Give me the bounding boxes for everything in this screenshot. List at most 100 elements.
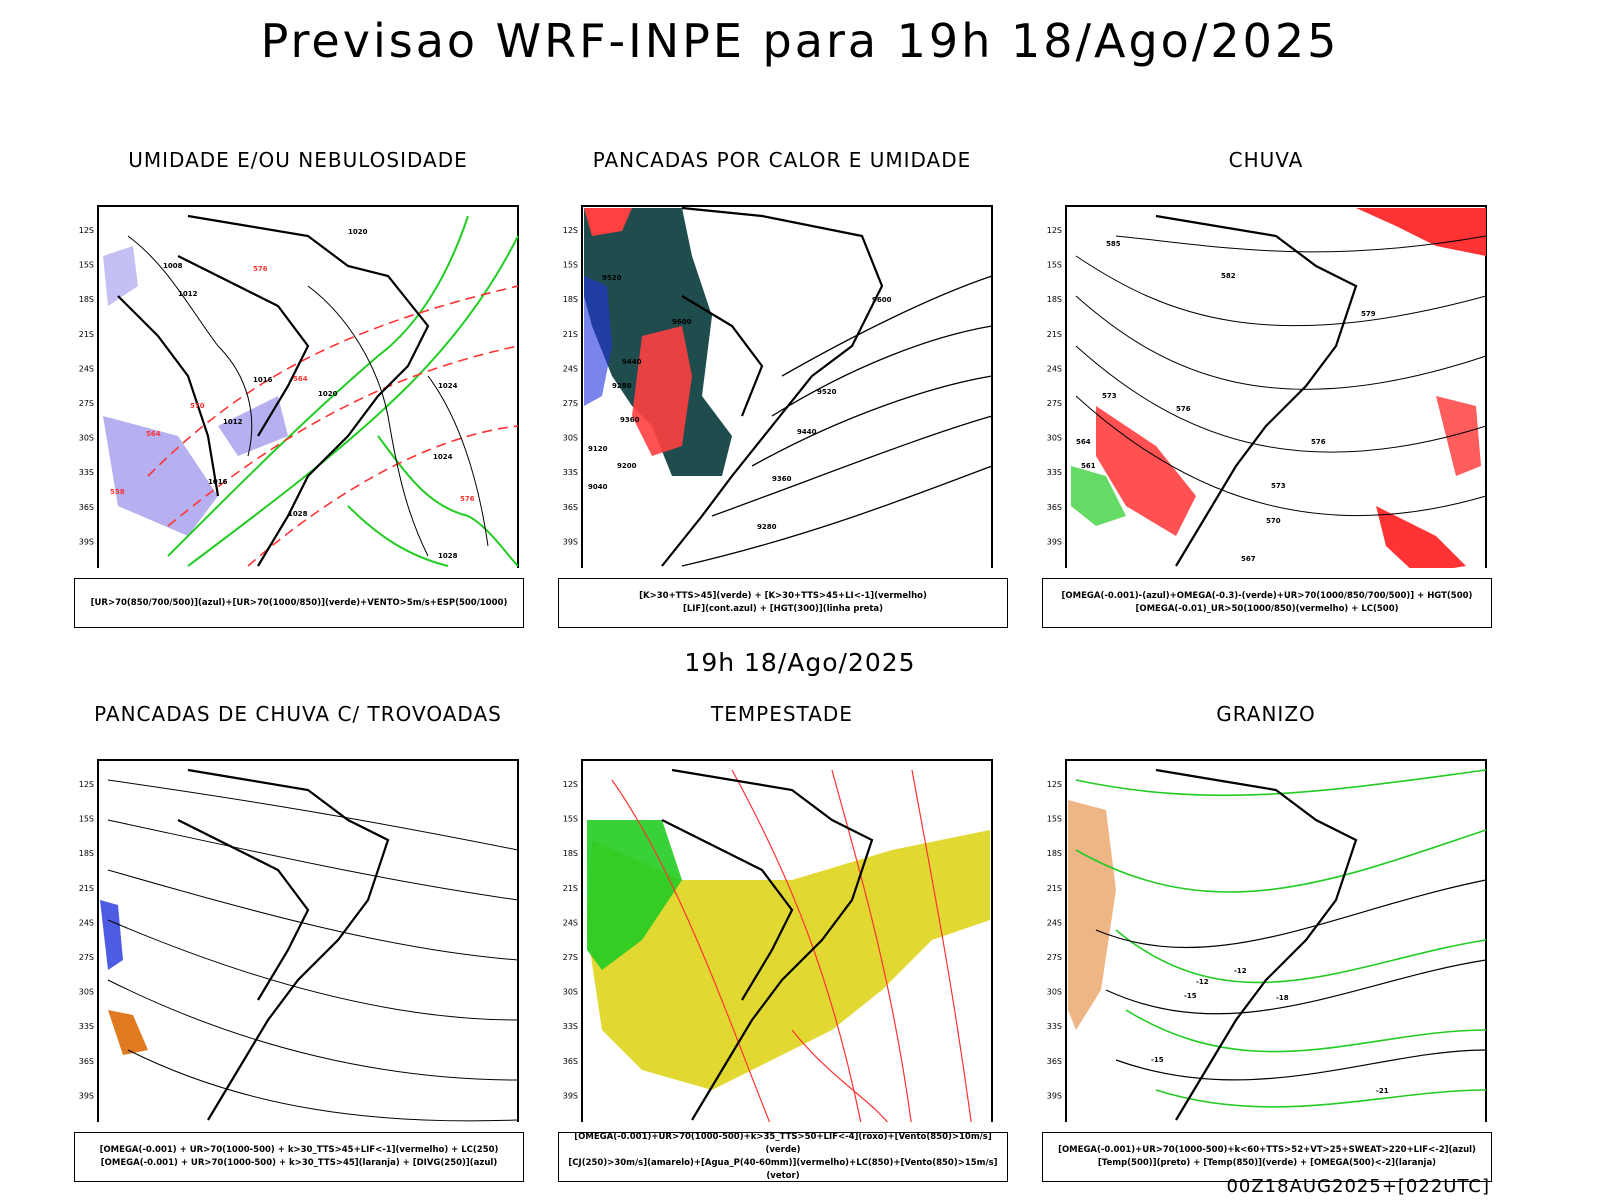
lat-tick-label: 39S — [79, 537, 94, 546]
height-contour — [771, 325, 993, 417]
lat-tick-label: 24S — [1047, 364, 1062, 373]
contour-label: 564 — [1076, 438, 1091, 446]
height-contour — [711, 415, 993, 517]
contour-label: 1028 — [288, 510, 308, 518]
legend-line: [LIF](cont.azul) + [HGT(300)](linha pret… — [682, 604, 884, 614]
omega-orange-area — [1068, 800, 1116, 1030]
red-dashed-contour — [247, 425, 519, 567]
orange-area — [108, 1010, 148, 1055]
contour-label: 570 — [1266, 517, 1281, 525]
streamline — [107, 979, 519, 1081]
lat-tick-label: 30S — [79, 434, 94, 443]
border-line — [661, 819, 794, 1001]
humid-blue-area — [218, 396, 288, 456]
lat-tick-label: 36S — [1047, 1057, 1062, 1066]
streamline — [107, 779, 519, 851]
panel-granizo: GRANIZO -12 -15 -18 -21 -12 -15 12S 15S 18… — [1016, 702, 1516, 1182]
lat-tick-label: 30S — [563, 988, 578, 997]
contour-label: 567 — [1241, 555, 1256, 563]
panel-umidade: UMIDADE E/OU NEBULOSIDADE 1008 — [48, 148, 548, 628]
lat-tick-label: 30S — [1047, 434, 1062, 443]
lat-tick-label: 18S — [79, 849, 94, 858]
panel-trovoadas: PANCADAS DE CHUVA C/ TROVOADAS 12S 15S 18S… — [48, 702, 548, 1182]
red-contour-label: 570 — [190, 402, 205, 410]
contour-label: 585 — [1106, 240, 1121, 248]
lat-tick-label: 18S — [563, 295, 578, 304]
lat-tick-label: 15S — [1047, 261, 1062, 270]
red-streamline — [611, 779, 771, 1122]
lat-tick-label: 33S — [1047, 468, 1062, 477]
panel-title: PANCADAS POR CALOR E UMIDADE — [592, 148, 972, 172]
lat-tick-label: 15S — [563, 815, 578, 824]
contour-label: 9040 — [588, 483, 608, 491]
latitude-axis: 12S15S18S21S24S27S30S33S36S39S42S — [563, 780, 578, 1100]
contour-label: 576 — [1176, 405, 1191, 413]
lat-tick-label: 21S — [79, 884, 94, 893]
legend-box: [UR>70(850/700/500)](azul)+[UR>70(1000/8… — [74, 578, 524, 628]
lat-tick-label: 33S — [1047, 1022, 1062, 1031]
contour-label: 9440 — [797, 428, 817, 436]
border-line — [681, 295, 764, 417]
contour-label: 1020 — [318, 390, 338, 398]
pressure-contour — [127, 235, 253, 457]
lat-tick-label: 12S — [79, 226, 94, 235]
lat-tick-label: 27S — [563, 399, 578, 408]
contour-label: 1016 — [208, 478, 228, 486]
lat-tick-label: 24S — [1047, 918, 1062, 927]
streamline — [1075, 295, 1487, 390]
lat-tick-label: 12S — [79, 780, 94, 789]
temp500-contour — [1105, 959, 1487, 1015]
map-trovoadas: 12S15S18S21S24S27S30S33S36S39S42S 70W65W… — [79, 759, 519, 1122]
contour-label: -12 — [1234, 967, 1247, 975]
lat-tick-label: 24S — [79, 364, 94, 373]
legend-line: [OMEGA(-0.001) + UR>70(1000-500) + k>30_… — [99, 1145, 499, 1155]
temp850-contour — [1115, 929, 1487, 984]
lat-tick-label: 15S — [79, 261, 94, 270]
lat-tick-label: 39S — [1047, 537, 1062, 546]
map-chuva: 585 582 579 576 573 570 567 564 561 576 … — [1047, 205, 1487, 568]
rain-area — [1436, 396, 1481, 476]
rain-area — [1376, 506, 1466, 568]
lat-tick-label: 21S — [563, 884, 578, 893]
lat-tick-label: 18S — [563, 849, 578, 858]
contour-label: 9520 — [817, 388, 837, 396]
lat-tick-label: 27S — [79, 953, 94, 962]
humid-blue-area — [103, 246, 138, 306]
coastline — [187, 214, 430, 567]
contour-label: 9600 — [672, 318, 692, 326]
contour-label: -18 — [1276, 994, 1289, 1002]
lat-tick-label: 30S — [79, 988, 94, 997]
latitude-axis: 12S15S18S21S24S27S30S33S36S39S42S — [79, 226, 94, 546]
contour-label: 9200 — [617, 462, 637, 470]
latitude-axis: 12S15S18S21S24S27S30S33S36S39S42S — [1047, 780, 1062, 1100]
height-contour — [681, 465, 993, 567]
contour-label: -15 — [1151, 1056, 1164, 1064]
streamline — [1075, 345, 1487, 453]
legend-line: [OMEGA(-0.01)_UR>50(1000/850)(vermelho) … — [1135, 604, 1399, 614]
page-title: Previsao WRF-INPE para 19h 18/Ago/2025 — [260, 14, 1340, 68]
temp500-contour — [1115, 1049, 1487, 1081]
red-streamline — [831, 769, 912, 1122]
panel-chuva: CHUVA 585 582 579 576 573 570 567 564 56… — [1016, 148, 1516, 628]
contour-label: 9120 — [588, 445, 608, 453]
lat-tick-label: 24S — [79, 918, 94, 927]
lat-tick-label: 33S — [79, 468, 94, 477]
map-tempestade: 12S15S18S21S24S27S30S33S36S39S42S 70W65W… — [563, 759, 993, 1122]
legend-box: [OMEGA(-0.001)+UR>70(1000-500)+k>35_TTS>… — [558, 1132, 1008, 1182]
contour-label: 1016 — [253, 376, 273, 384]
contour-label: 1024 — [438, 382, 458, 390]
contour-label: 582 — [1221, 272, 1236, 280]
legend-box: [OMEGA(-0.001)-(azul)+OMEGA(-0.3)-(verde… — [1042, 578, 1492, 628]
omega-green-area — [1071, 466, 1126, 526]
legend-line: [UR>70(850/700/500)](azul)+[UR>70(1000/8… — [90, 597, 508, 608]
map-frame — [97, 759, 519, 1122]
lat-tick-label: 21S — [1047, 884, 1062, 893]
pressure-contour — [307, 285, 429, 557]
height-contour — [781, 275, 993, 377]
red-contour-label: 564 — [293, 375, 308, 383]
coastline — [1155, 768, 1358, 1121]
red-streamline — [791, 1029, 889, 1122]
contour-label: 561 — [1081, 462, 1096, 470]
legend-line: [OMEGA(-0.001)+UR>70(1000-500)+k>35_TTS>… — [574, 1132, 992, 1155]
panel-pancadas-calor: PANCADAS POR CALOR E UMIDADE 9520 9600 9… — [532, 148, 1032, 628]
